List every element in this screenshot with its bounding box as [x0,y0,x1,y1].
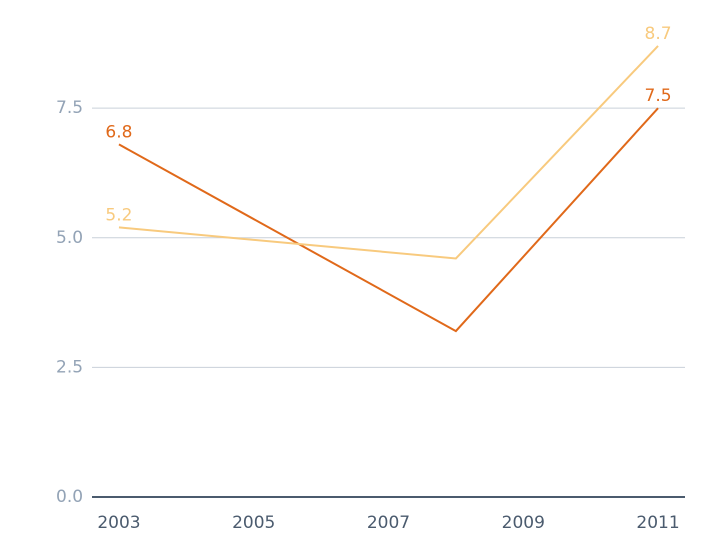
data-label: 5.2 [105,205,132,225]
data-label: 8.7 [645,24,672,44]
x-tick-label: 2007 [367,513,410,533]
series-line [118,107,659,333]
y-tick-label: 5.0 [56,228,83,248]
data-label: 6.8 [105,122,132,142]
x-tick-label: 2005 [232,513,275,533]
data-label: 7.5 [645,86,672,106]
x-tick-label: 2009 [502,513,545,533]
x-tick-label: 2003 [97,513,140,533]
y-tick-label: 0.0 [56,487,83,507]
x-tick-label: 2011 [636,513,679,533]
y-tick-label: 2.5 [56,357,83,377]
y-tick-label: 7.5 [56,98,83,118]
series-line [118,45,659,260]
